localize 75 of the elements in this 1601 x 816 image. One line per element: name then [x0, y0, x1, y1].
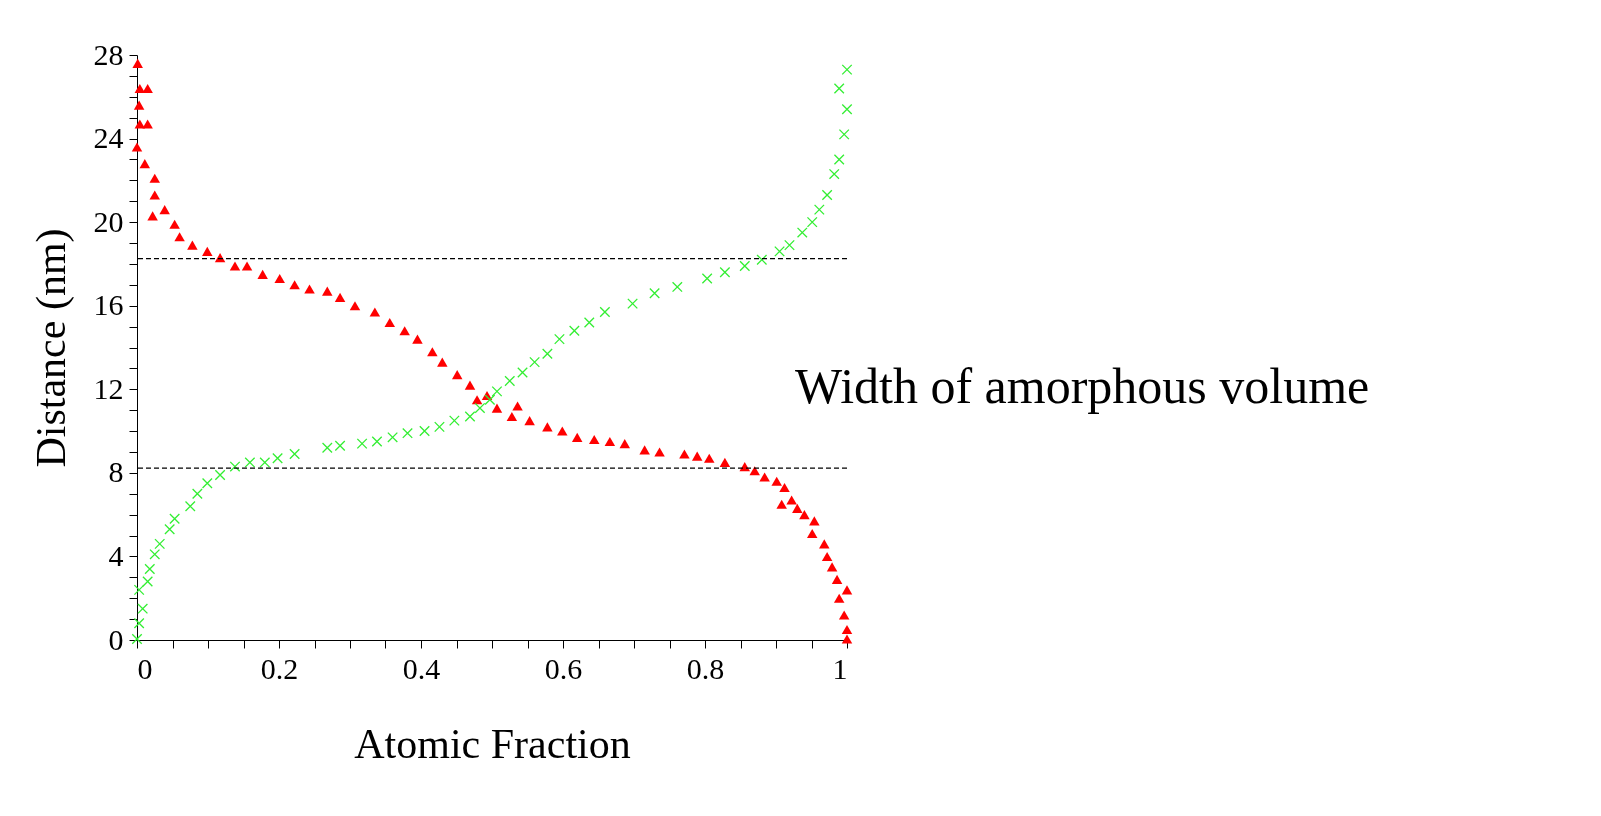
- point: [244, 457, 256, 468]
- y-tick-label: 24: [93, 121, 124, 155]
- x-tick-label: 0.8: [686, 651, 725, 685]
- point: [142, 576, 154, 587]
- point: [806, 216, 818, 228]
- x-tick-label: 0.4: [402, 651, 441, 685]
- point: [356, 438, 368, 449]
- point: [774, 246, 785, 257]
- point: [719, 266, 731, 278]
- y-tick-label: 28: [93, 37, 124, 71]
- point: [504, 375, 516, 387]
- x-tick-label: 1: [832, 651, 848, 685]
- point: [821, 189, 833, 201]
- y-tick-label: 8: [108, 455, 124, 489]
- point: [784, 239, 795, 251]
- x-axis-title: Atomic Fraction: [354, 720, 631, 767]
- annotation: Width of amorphous volume: [795, 358, 1370, 415]
- y-tick-label: 4: [108, 538, 124, 572]
- point: [169, 513, 181, 525]
- point: [554, 333, 565, 345]
- point: [149, 548, 161, 560]
- point: [474, 402, 486, 414]
- point: [541, 348, 553, 360]
- point: [464, 411, 476, 422]
- point: [272, 452, 283, 464]
- point: [568, 325, 580, 337]
- point: [334, 440, 346, 452]
- point: [841, 64, 853, 76]
- point: [583, 317, 595, 328]
- point: [517, 367, 528, 378]
- point: [184, 500, 196, 512]
- point: [813, 204, 825, 215]
- point: [289, 448, 301, 460]
- point: [154, 538, 166, 550]
- point: [671, 281, 683, 293]
- point: [756, 254, 768, 266]
- y-tick-label: 0: [108, 622, 124, 656]
- point: [201, 477, 213, 489]
- point: [434, 421, 445, 433]
- point: [387, 431, 398, 443]
- point: [649, 287, 660, 299]
- point: [701, 273, 713, 284]
- point: [627, 298, 638, 310]
- point: [191, 488, 203, 500]
- x-tick-label: 0: [137, 651, 153, 685]
- x-tick-label: 0.6: [544, 651, 583, 685]
- point: [841, 103, 853, 115]
- point: [133, 617, 145, 629]
- point: [484, 394, 496, 406]
- point: [137, 603, 149, 615]
- point: [739, 260, 751, 272]
- point: [259, 457, 271, 468]
- y-tick-label: 12: [93, 371, 124, 405]
- point: [164, 523, 176, 535]
- y-tick-label: 20: [93, 204, 124, 238]
- point: [833, 83, 845, 94]
- y-tick-label: 16: [93, 288, 124, 322]
- point: [214, 469, 226, 481]
- point: [419, 425, 430, 437]
- point: [133, 584, 145, 596]
- point: [599, 306, 611, 318]
- point: [321, 442, 333, 454]
- point: [796, 227, 808, 238]
- point: [402, 427, 413, 439]
- x-tick-label: 0.2: [260, 651, 299, 685]
- point: [448, 415, 460, 427]
- y-axis-title: Distance (nm): [27, 228, 75, 468]
- point: [833, 154, 845, 165]
- point: [491, 385, 503, 397]
- point: [529, 356, 540, 368]
- point: [838, 129, 850, 140]
- point: [229, 461, 241, 472]
- point: [828, 168, 840, 180]
- point: [371, 436, 383, 447]
- point: [144, 563, 156, 575]
